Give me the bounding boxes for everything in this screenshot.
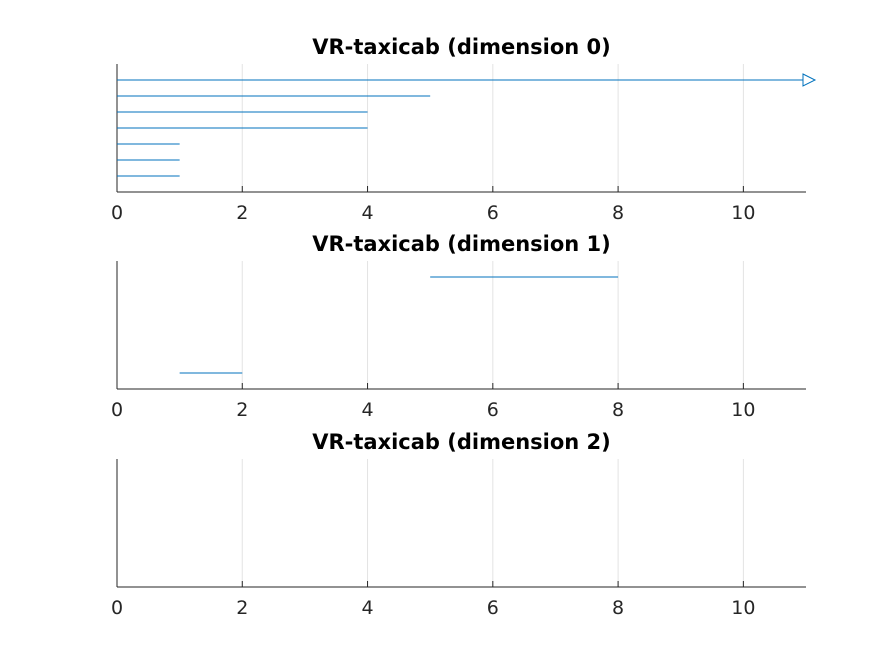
x-tick-label: 2 [236, 202, 248, 224]
x-tick-label: 0 [111, 202, 123, 224]
chart-title: VR-taxicab (dimension 1) [312, 232, 611, 256]
x-tick-label: 4 [361, 399, 373, 421]
x-tick-label: 6 [487, 597, 499, 619]
x-tick-label: 10 [731, 202, 755, 224]
x-tick-label: 8 [612, 202, 624, 224]
x-tick-label: 4 [361, 597, 373, 619]
panel-dimension-0: 0 2 4 6 8 10 VR-taxicab (dimension 0) [111, 35, 817, 224]
chart-title: VR-taxicab (dimension 0) [312, 35, 611, 59]
x-tick-label: 10 [731, 597, 755, 619]
x-tick-label: 10 [731, 399, 755, 421]
x-tick-label: 6 [487, 399, 499, 421]
panel-dimension-1: 0 2 4 6 8 10 VR-taxicab (dimension 1) [111, 232, 806, 421]
x-tick-label: 8 [612, 597, 624, 619]
x-tick-label: 0 [111, 399, 123, 421]
x-tick-label: 0 [111, 597, 123, 619]
x-tick-label: 6 [487, 202, 499, 224]
chart-title: VR-taxicab (dimension 2) [312, 430, 611, 454]
x-tick-label: 4 [361, 202, 373, 224]
infinity-arrow-icon [802, 73, 817, 87]
x-tick-label: 2 [236, 597, 248, 619]
x-tick-label: 2 [236, 399, 248, 421]
x-tick-label: 8 [612, 399, 624, 421]
panel-dimension-2: 0 2 4 6 8 10 VR-taxicab (dimension 2) [111, 430, 806, 619]
